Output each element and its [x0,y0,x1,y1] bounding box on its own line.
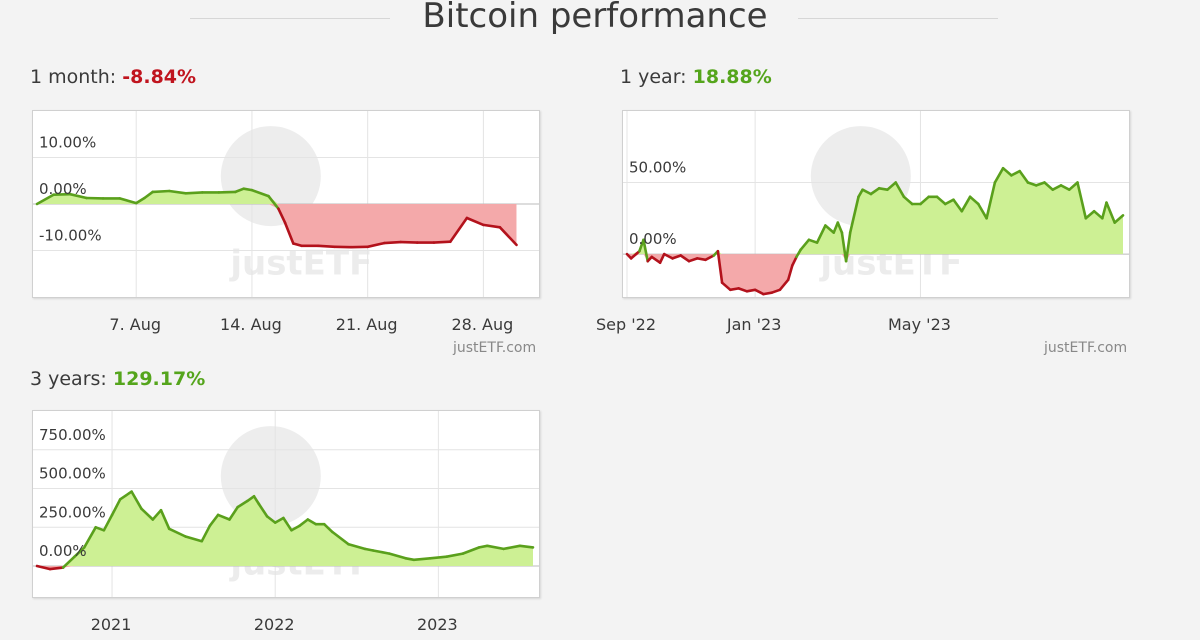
title-divider-left [190,18,390,19]
data-point [219,192,236,193]
chart-svg-1-month: justETF 10.00% 0.00% -10.00% [33,111,539,297]
data-point [50,568,63,570]
data-point [318,246,335,247]
period-label: 1 year: [620,66,687,88]
y-tick-label: 0.00% [39,180,87,198]
x-tick-label: 28. Aug [452,315,514,334]
data-point [401,242,418,243]
source-note: justETF.com [1044,340,1127,356]
y-tick-label: 50.00% [629,159,686,177]
data-point [186,192,203,193]
x-tick-label: 2021 [91,615,132,634]
data-point [434,242,451,243]
source-note: justETF.com [453,340,536,356]
data-point [414,558,430,560]
x-tick-label: May '23 [888,315,951,334]
x-tick-label: 2023 [417,615,458,634]
panel-1-month: 1 month: -8.84% justETF 10.00% 0.00% -10.00… [30,66,550,366]
chart-svg-3-years: justETF750.00%500.00%250.00%0.00% [33,411,539,597]
title-bar: Bitcoin performance [0,0,1200,40]
x-tick-label: Jan '23 [726,315,782,334]
chart-area-3-years[interactable]: justETF750.00%500.00%250.00%0.00% [32,410,540,598]
panel-heading: 3 years: 129.17% [30,368,205,390]
data-point [384,242,401,243]
panel-3-years: 3 years: 129.17% justETF750.00%500.00%25… [30,368,550,631]
x-tick-label: 21. Aug [336,315,398,334]
page-title: Bitcoin performance [395,0,795,36]
x-tick-label: 14. Aug [220,315,282,334]
period-label: 3 years: [30,368,107,390]
performance-value: 18.88% [693,66,772,88]
title-divider-right [798,18,998,19]
x-tick-label: 7. Aug [109,315,161,334]
data-point [520,546,533,548]
data-point [430,557,446,559]
panel-heading: 1 year: 18.88% [620,66,772,88]
period-label: 1 month: [30,66,116,88]
y-tick-label: 0.00% [629,230,677,248]
x-axis-1-month: 7. Aug 14. Aug 21. Aug 28. Aug [30,310,550,340]
performance-value: 129.17% [113,368,205,390]
x-axis-3-years: 2021 2022 2023 [30,610,550,640]
y-tick-label: 750.00% [39,426,106,444]
y-tick-label: 250.00% [39,503,106,521]
panel-heading: 1 month: -8.84% [30,66,196,88]
y-tick-label: 10.00% [39,134,96,152]
y-tick-label: -10.00% [39,227,102,245]
x-tick-label: Sep '22 [596,315,656,334]
data-point [153,191,170,192]
watermark-text: justETF [228,244,372,284]
performance-value: -8.84% [122,66,196,88]
y-tick-label: 0.00% [39,542,87,560]
x-tick-label: 2022 [254,615,295,634]
chart-area-1-month[interactable]: justETF 10.00% 0.00% -10.00% [32,110,540,298]
y-tick-label: 500.00% [39,465,106,483]
